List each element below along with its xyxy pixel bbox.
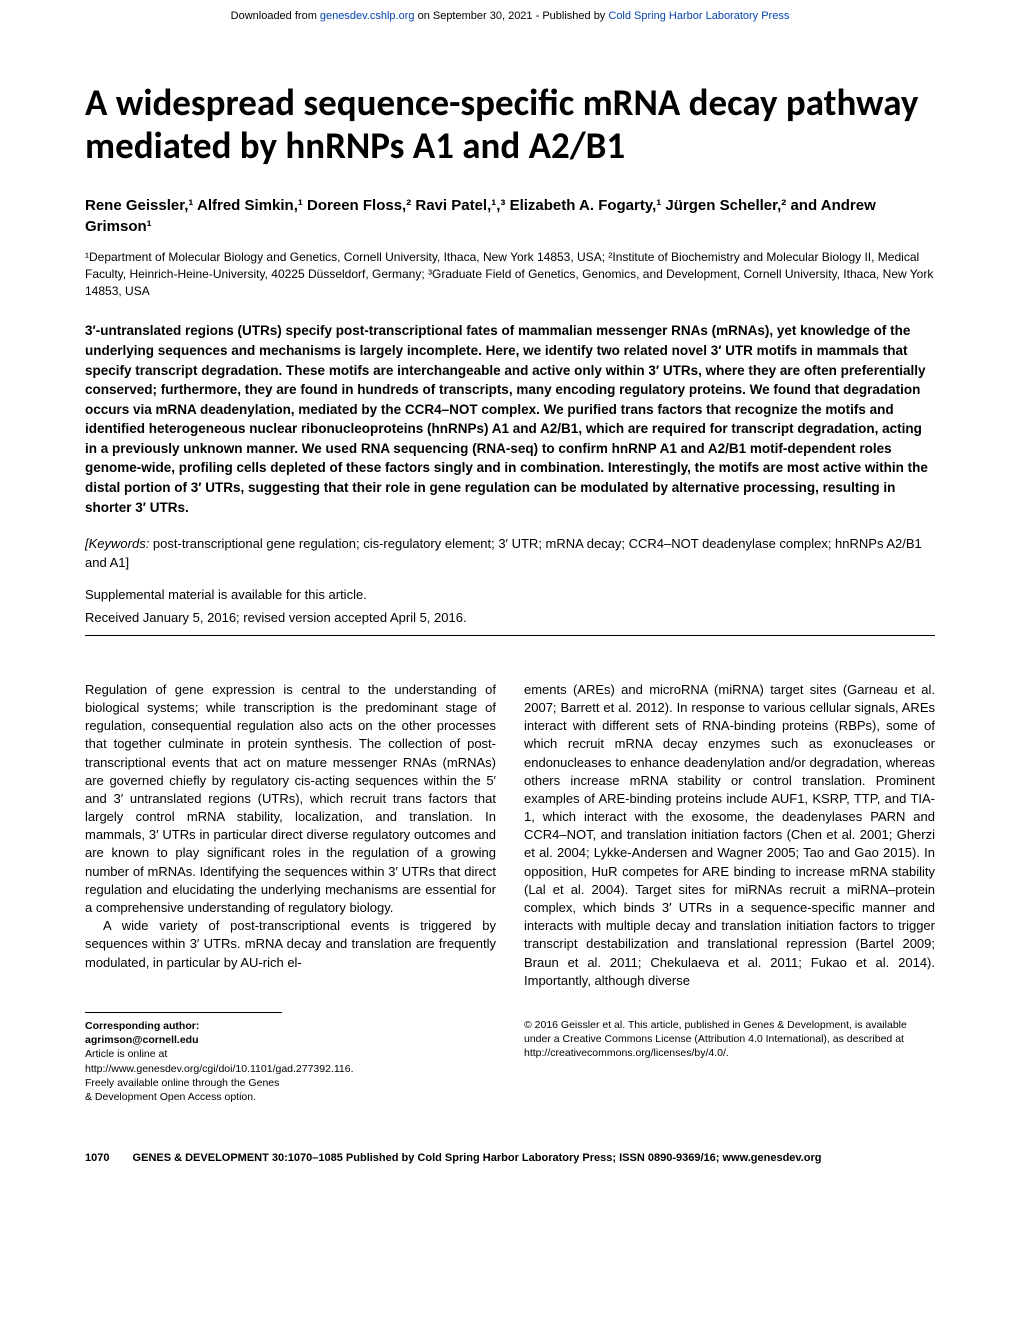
footer-right-wrapper: © 2016 Geissler et al. This article, pub…	[524, 990, 935, 1104]
keywords-label: [Keywords:	[85, 536, 149, 551]
section-divider	[85, 635, 935, 636]
page-number: 1070	[85, 1152, 109, 1164]
footer-container: Corresponding author: agrimson@cornell.e…	[85, 990, 935, 1104]
left-column: Regulation of gene expression is central…	[85, 681, 496, 990]
header-link-2[interactable]: Cold Spring Harbor Laboratory Press	[608, 10, 789, 22]
keywords: [Keywords: post-transcriptional gene reg…	[85, 535, 935, 573]
header-prefix: Downloaded from	[231, 10, 320, 22]
footer-left: Corresponding author: agrimson@cornell.e…	[85, 1012, 282, 1104]
article-info: Article is online at http://www.genesdev…	[85, 1047, 282, 1104]
page-footer: 1070 GENES & DEVELOPMENT 30:1070–1085 Pu…	[0, 1152, 1020, 1184]
affiliations: ¹Department of Molecular Biology and Gen…	[85, 249, 935, 299]
article-dates: Received January 5, 2016; revised versio…	[85, 610, 935, 625]
authors-list: Rene Geissler,¹ Alfred Simkin,¹ Doreen F…	[85, 195, 935, 237]
download-header: Downloaded from genesdev.cshlp.org on Se…	[0, 0, 1020, 32]
corresponding-author: Corresponding author: agrimson@cornell.e…	[85, 1019, 282, 1047]
right-column: ements (AREs) and microRNA (miRNA) targe…	[524, 681, 935, 990]
body-paragraph: ements (AREs) and microRNA (miRNA) targe…	[524, 681, 935, 990]
body-columns: Regulation of gene expression is central…	[85, 681, 935, 990]
page-content: A widespread sequence-specific mRNA deca…	[0, 32, 1020, 1134]
abstract: 3′-untranslated regions (UTRs) specify p…	[85, 321, 935, 517]
corresponding-label: Corresponding author:	[85, 1020, 199, 1032]
copyright-notice: © 2016 Geissler et al. This article, pub…	[524, 1018, 935, 1061]
keywords-text: post-transcriptional gene regulation; ci…	[85, 536, 922, 570]
body-paragraph: Regulation of gene expression is central…	[85, 681, 496, 917]
header-middle: on September 30, 2021 - Published by	[415, 10, 609, 22]
header-link-1[interactable]: genesdev.cshlp.org	[320, 10, 415, 22]
supplemental-note: Supplemental material is available for t…	[85, 587, 935, 602]
body-paragraph: A wide variety of post-transcriptional e…	[85, 917, 496, 972]
article-title: A widespread sequence-specific mRNA deca…	[85, 82, 935, 167]
journal-info: GENES & DEVELOPMENT 30:1070–1085 Publish…	[133, 1152, 822, 1164]
footer-left-wrapper: Corresponding author: agrimson@cornell.e…	[85, 990, 496, 1104]
corresponding-email: agrimson@cornell.edu	[85, 1034, 199, 1046]
